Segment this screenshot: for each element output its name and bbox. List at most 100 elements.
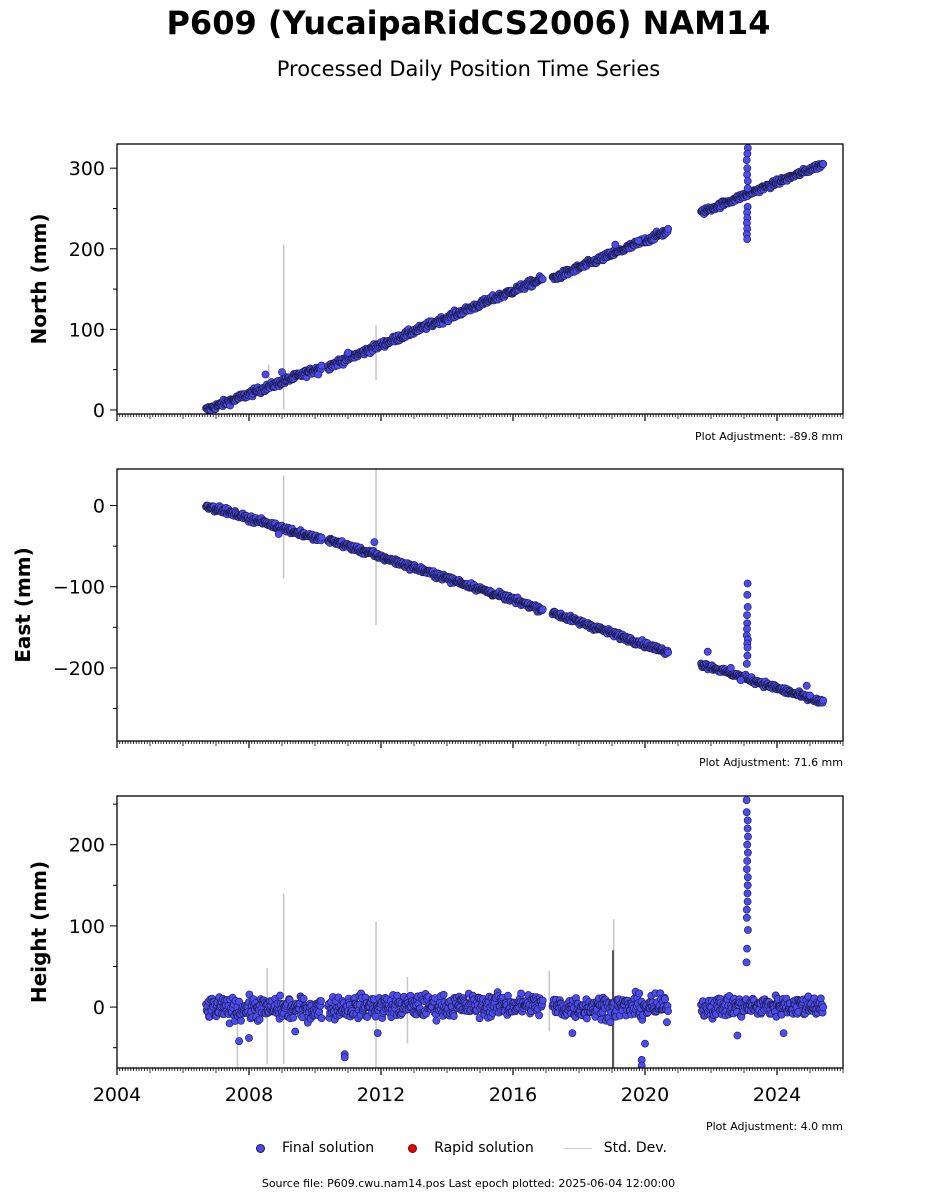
data-point bbox=[819, 159, 828, 168]
plot-area-2 bbox=[202, 469, 828, 707]
x-tick-label: 2020 bbox=[621, 1084, 669, 1106]
x-tick-label: 2024 bbox=[753, 1084, 801, 1106]
data-point bbox=[635, 989, 644, 998]
data-point bbox=[517, 989, 525, 998]
data-point bbox=[340, 1053, 349, 1062]
x-tick-label: 2016 bbox=[489, 1084, 537, 1106]
data-point bbox=[235, 1037, 243, 1046]
data-point bbox=[743, 184, 752, 193]
panel-2: 0 −100 −200 East (mm) Plot Adjustment: 71.6 … bbox=[11, 468, 844, 769]
data-point bbox=[276, 991, 284, 1000]
data-point bbox=[743, 881, 752, 890]
page-title: P609 (YucaipaRidCS2006) NAM14 bbox=[166, 4, 771, 42]
data-point bbox=[742, 156, 751, 164]
y-tick-label: 100 bbox=[69, 319, 105, 341]
data-point bbox=[743, 651, 752, 660]
data-point bbox=[291, 1027, 300, 1036]
data-point bbox=[743, 873, 752, 882]
data-point bbox=[743, 897, 752, 906]
data-point bbox=[261, 370, 270, 379]
data-point bbox=[743, 235, 752, 243]
data-point bbox=[743, 177, 752, 185]
data-point bbox=[743, 816, 752, 825]
y-tick-label: 200 bbox=[69, 835, 105, 857]
data-point bbox=[634, 236, 643, 245]
data-point bbox=[743, 579, 752, 588]
data-point bbox=[726, 664, 735, 672]
data-point bbox=[743, 603, 752, 611]
data-point bbox=[802, 681, 811, 690]
data-point bbox=[274, 530, 283, 538]
data-point bbox=[742, 905, 751, 914]
plot-area-3 bbox=[202, 796, 828, 1068]
plot-adjustment-label: Plot Adjustment: 71.6 mm bbox=[699, 756, 843, 769]
axes-frame bbox=[116, 795, 844, 1069]
x-tick-label: 2004 bbox=[93, 1084, 141, 1106]
data-point bbox=[611, 240, 620, 249]
y-tick-label: 300 bbox=[69, 158, 105, 180]
data-point bbox=[538, 996, 547, 1005]
data-point bbox=[742, 958, 751, 967]
data-point bbox=[535, 1011, 543, 1020]
data-point bbox=[816, 994, 825, 1003]
x-tick-label: 2012 bbox=[357, 1084, 405, 1106]
data-point bbox=[664, 224, 672, 233]
data-point bbox=[742, 865, 751, 873]
plot-adjustment-label: Plot Adjustment: -89.8 mm bbox=[695, 430, 843, 443]
data-point bbox=[317, 1014, 326, 1023]
y-tick-label: 0 bbox=[93, 496, 105, 518]
source-footer: Source file: P609.cwu.nam14.pos Last epo… bbox=[261, 1177, 676, 1190]
data-point bbox=[742, 913, 751, 922]
axes-frame bbox=[116, 143, 844, 415]
data-point bbox=[743, 857, 752, 865]
data-point bbox=[237, 1016, 245, 1025]
data-point bbox=[743, 889, 752, 898]
data-point bbox=[742, 796, 751, 804]
data-point bbox=[736, 676, 745, 684]
data-point bbox=[664, 1007, 672, 1015]
y-tick-label: −200 bbox=[53, 658, 105, 680]
data-point bbox=[661, 995, 669, 1004]
data-point bbox=[245, 1034, 253, 1042]
data-point bbox=[299, 994, 308, 1003]
data-point bbox=[744, 832, 752, 841]
data-point bbox=[503, 991, 512, 1000]
data-point bbox=[432, 1016, 441, 1025]
legend-rapid-label: Rapid solution bbox=[434, 1140, 534, 1156]
data-point bbox=[663, 1018, 671, 1027]
data-point bbox=[743, 611, 751, 619]
panel-1: 0 100 200 300 North (mm) Plot Adjustment: -89… bbox=[27, 143, 844, 443]
data-point bbox=[806, 691, 814, 700]
y-axis-label: North (mm) bbox=[27, 213, 51, 344]
y-axis-label: East (mm) bbox=[11, 547, 35, 663]
data-point bbox=[819, 1003, 828, 1012]
data-point bbox=[344, 348, 352, 357]
data-point bbox=[278, 368, 286, 376]
y-axis-label: Height (mm) bbox=[27, 861, 51, 1003]
data-point bbox=[317, 361, 326, 370]
plot-area-1 bbox=[202, 144, 828, 414]
y-tick-label: 100 bbox=[69, 916, 105, 938]
data-point bbox=[370, 538, 379, 546]
data-point bbox=[819, 696, 828, 705]
data-point bbox=[664, 648, 672, 657]
y-tick-label: 0 bbox=[93, 400, 105, 422]
data-point bbox=[289, 1013, 298, 1022]
rapid-solution-marker bbox=[408, 1143, 418, 1153]
data-point bbox=[744, 926, 752, 934]
stddev-line-marker bbox=[563, 1147, 592, 1149]
data-point bbox=[742, 808, 751, 817]
y-tick-label: 0 bbox=[93, 997, 105, 1019]
plot-adjustment-label: Plot Adjustment: 4.0 mm bbox=[706, 1120, 843, 1133]
data-point bbox=[449, 1012, 458, 1020]
data-point bbox=[744, 848, 752, 857]
data-point bbox=[568, 1029, 577, 1037]
legend-item-final: Final solution bbox=[252, 1140, 374, 1156]
data-point bbox=[606, 1018, 615, 1027]
data-point bbox=[314, 370, 323, 379]
data-point bbox=[317, 533, 326, 542]
data-point bbox=[373, 1029, 382, 1037]
data-point bbox=[743, 149, 752, 158]
data-point bbox=[743, 944, 751, 953]
